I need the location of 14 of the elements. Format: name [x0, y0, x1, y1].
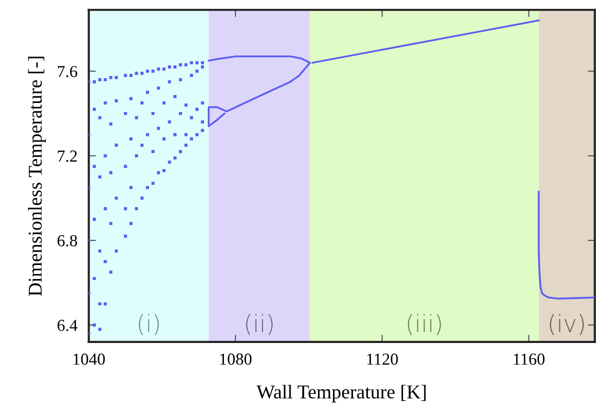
x-tick-label: 1120	[367, 354, 398, 365]
x-tick-label: 1040	[74, 354, 105, 365]
band-label: (i)	[138, 314, 159, 336]
band-label: (iv)	[550, 314, 584, 336]
x-tick-label: 1160	[514, 354, 545, 365]
x-tick-label: 1080	[220, 354, 252, 365]
y-tick-label: 6.4	[58, 320, 78, 332]
y-tick-label: 6.8	[58, 235, 78, 246]
y-axis-title: Dimensionless Temperature [-]	[28, 56, 46, 296]
band-label: (iii)	[408, 314, 441, 336]
y-tick-label: 7.2	[58, 150, 77, 162]
band-label: (ii)	[246, 314, 273, 336]
y-tick-label: 7.6	[58, 66, 78, 78]
x-axis-title: Wall Temperature [K]	[256, 384, 426, 402]
